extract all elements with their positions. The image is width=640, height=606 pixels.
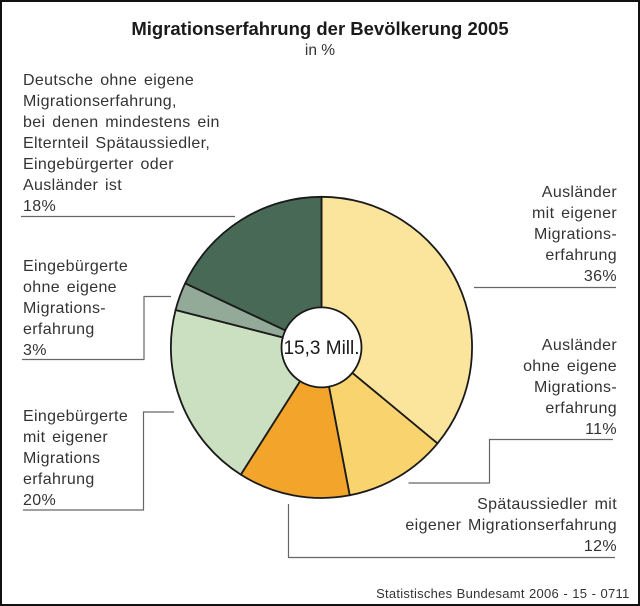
svg-text:15,3 Mill.: 15,3 Mill. xyxy=(283,338,359,359)
